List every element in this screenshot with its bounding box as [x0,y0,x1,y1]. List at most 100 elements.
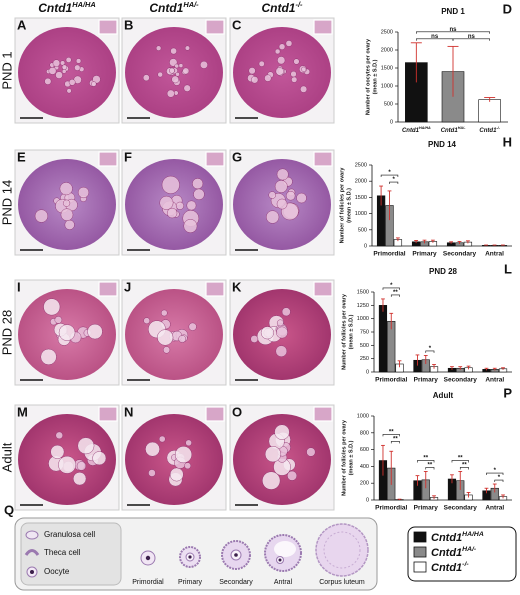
gene-name: Cntd1 [431,547,462,559]
histology-image: J [121,279,227,386]
significance-label: ** [428,463,433,469]
y-axis-label: Number of oocytes per ovary [365,38,371,115]
y-tick-label: 1500 [357,289,369,295]
nucleus [234,553,238,557]
significance-label: ns [431,34,439,40]
follicle [264,446,282,463]
legend-swatch [413,561,427,573]
follicle [258,60,265,67]
stage-label: Primordial [132,579,164,586]
column-header: Cntd1HA/- [149,0,199,15]
allele: HA/- [183,0,199,9]
follicle [291,76,298,83]
follicle [87,323,103,340]
follicle [199,60,208,69]
histology-image: C [229,17,335,124]
follicle [274,180,288,193]
follicle [184,462,192,470]
x-tick-label: Primary [412,251,437,258]
follicle [60,208,74,222]
follicle [50,444,65,459]
y-axis-label: Number of follicles per ovary [339,167,345,244]
follicle [75,58,82,64]
stage-label: Secondary [219,579,253,586]
follicle [170,47,177,55]
follicle [157,71,163,78]
allele: HA/- [462,546,477,553]
panel-letter: H [503,134,512,149]
histology-image: A [14,17,120,124]
follicle [92,75,101,84]
follicle [64,219,75,230]
follicle [290,70,297,78]
panel-letter: P [503,385,512,400]
allele: HA/- [458,126,466,130]
y-tick-label: 800 [360,430,369,436]
follicle [157,329,174,346]
y-axis-label: (mean ± S.D.) [372,59,378,94]
follicle [276,168,289,181]
follicle [174,446,193,464]
follicle [275,67,284,76]
x-tick-label: Cntd1-/- [479,126,500,134]
allele: -/- [462,561,469,568]
panel-letter: G [232,149,242,164]
significance-bracket [452,38,490,41]
y-tick-label: 1500 [381,65,393,71]
significance-label: ** [389,429,394,435]
key-box [20,522,122,586]
follicle [40,348,57,366]
follicle [43,298,61,316]
follicle [142,74,150,82]
gene-name: Cntd1 [149,1,183,15]
inset [313,151,333,167]
y-tick-label: 0 [364,243,367,249]
y-tick-label: 1250 [357,303,369,309]
significance-bracket [451,460,469,463]
key-label: Granulosa cell [44,530,95,539]
follicle [276,319,284,327]
y-axis-label: (mean ± S.D.) [348,314,354,349]
follicle [74,64,81,71]
follicle [77,437,95,455]
follicle [34,209,49,223]
follicle [183,84,191,92]
significance-bracket [417,460,435,463]
legend-label: Cntd1HA/HA [431,531,484,544]
follicle [168,67,175,74]
follicle [276,326,288,339]
follicle [274,424,290,440]
follicle [265,210,280,224]
significance-bracket [380,174,399,178]
significance-label: ns [449,27,457,33]
follicle [306,447,316,457]
significance-label: * [498,475,501,481]
follicle [72,471,87,486]
panel-letter: A [17,17,27,32]
y-tick-label: 1000 [357,316,369,322]
follicle [262,471,281,490]
inset [205,281,225,297]
allele: -/- [496,126,500,130]
chart-title: Adult [433,391,454,400]
x-tick-label: Cntd1HA/HA [402,126,431,134]
chart-title: PND 14 [428,140,457,149]
corpus-luteum [315,523,369,577]
y-tick-label: 2000 [355,179,367,185]
row-label: PND 28 [0,310,14,356]
follicle [188,322,197,331]
inset [205,406,225,422]
nucleus [188,555,192,559]
histology-image: O [229,404,335,511]
inset [98,281,118,297]
inset [98,19,118,35]
y-tick-label: 400 [360,464,369,470]
follicle [171,75,180,84]
inset [313,19,333,35]
follicle [55,71,63,79]
y-tick-label: 600 [360,447,369,453]
panel-letter: E [17,149,26,164]
allele: HA/HA [72,0,96,9]
legend-swatch [413,546,427,558]
